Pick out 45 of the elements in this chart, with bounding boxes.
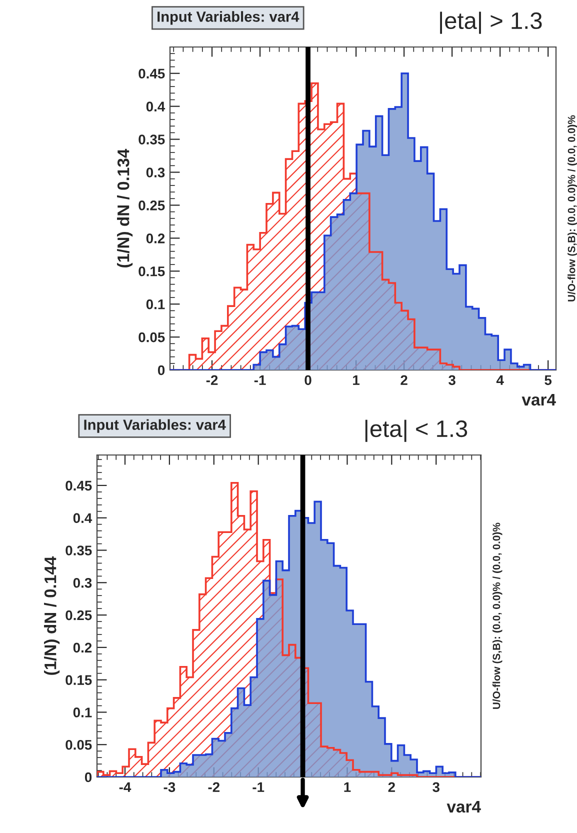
chart-title: Input Variables: var4 xyxy=(158,11,300,25)
x-axis-title: var4 xyxy=(446,800,481,813)
text: U/O-flow (S,B): (0.0, 0.0)% / (0.0, 0.0)% xyxy=(568,115,577,302)
y-tick-label: 0 xyxy=(158,365,165,376)
y-tick-label: 0.35 xyxy=(138,134,165,144)
y-tick-label: 0.05 xyxy=(138,332,165,342)
y-tick-label: 0.2 xyxy=(146,233,165,244)
y-tick-label: 0.3 xyxy=(146,168,165,178)
y-tick-label: 0.15 xyxy=(138,266,165,276)
y-tick-label: 0.4 xyxy=(146,102,166,112)
x-tick-label: 5 xyxy=(544,375,552,386)
y-tick-label: 0 xyxy=(84,772,92,782)
y-axis-title: (1/N) dN / 0.134 xyxy=(117,148,133,268)
x-tick-label: 4 xyxy=(496,375,504,385)
x-tick-label: 3 xyxy=(448,375,456,386)
x-tick-label: -1 xyxy=(252,782,264,792)
y-tick-label: 0.1 xyxy=(73,708,92,718)
text: U/O-flow (S,B): (0.0, 0.0)% / (0.0, 0.0)% xyxy=(492,522,502,709)
x-axis-title: var4 xyxy=(522,394,556,406)
y-tick-label: 0.2 xyxy=(73,642,92,653)
x-tick-label: -1 xyxy=(254,375,266,385)
x-tick-label: 2 xyxy=(388,782,395,792)
y-tick-label: 0.45 xyxy=(138,68,165,79)
y-tick-label: 0.15 xyxy=(66,675,92,685)
x-tick-label: -2 xyxy=(208,782,220,792)
x-tick-label: -2 xyxy=(206,375,218,385)
text: |eta| < 1.3 xyxy=(365,420,468,442)
y-tick-label: 0.35 xyxy=(66,546,92,556)
chart-title: Input Variables: var4 xyxy=(84,419,226,433)
y-tick-label: 0.05 xyxy=(66,740,92,750)
x-tick-label: 0 xyxy=(304,375,312,386)
y-tick-label: 0.4 xyxy=(73,513,92,524)
y-tick-label: 0.25 xyxy=(66,610,92,620)
y-tick-label: 0.3 xyxy=(73,578,92,588)
x-tick-label: -3 xyxy=(164,782,176,792)
x-tick-label: 1 xyxy=(353,375,360,385)
text: |eta| > 1.3 xyxy=(440,12,542,34)
y-axis-title: (1/N) dN / 0.144 xyxy=(44,556,60,675)
y-tick-label: 0.1 xyxy=(146,299,165,310)
y-tick-label: 0.45 xyxy=(66,480,92,491)
x-tick-label: 3 xyxy=(432,782,440,792)
x-tick-label: 2 xyxy=(400,375,408,385)
y-tick-label: 0.25 xyxy=(138,200,165,210)
x-tick-label: -4 xyxy=(119,782,132,792)
x-tick-label: 1 xyxy=(344,782,351,792)
